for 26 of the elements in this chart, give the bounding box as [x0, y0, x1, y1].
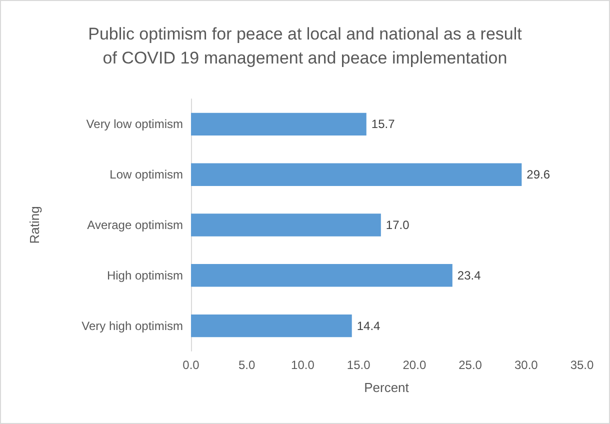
y-tick-label: Low optimism [110, 168, 183, 182]
x-tick-label: 25.0 [458, 358, 482, 372]
bar [191, 314, 352, 338]
data-label: 17.0 [386, 218, 410, 232]
x-tick-label: 5.0 [238, 358, 256, 372]
x-tick-label: 20.0 [402, 358, 426, 372]
chart-title: Public optimism for peace at local and national as a result of COVID 19 management and peace implementation [88, 24, 522, 68]
data-label: 15.7 [371, 117, 396, 132]
y-tick-label: Average optimism [87, 218, 183, 232]
bar [191, 264, 452, 287]
x-tick-label: 35.0 [570, 358, 594, 372]
data-label: 14.4 [356, 318, 381, 333]
x-tick-label: 0.0 [182, 358, 200, 372]
data-label: 23.4 [457, 268, 482, 282]
data-label: 29.6 [526, 168, 550, 182]
bar [191, 214, 381, 236]
x-tick-label: 30.0 [514, 358, 538, 372]
x-tick-label: 15.0 [346, 358, 371, 372]
y-axis-title: Rating [27, 206, 42, 244]
y-tick-label: High optimism [106, 268, 183, 282]
x-tick-label: 10.0 [291, 358, 315, 372]
x-axis-title: Percent [364, 380, 410, 395]
y-tick-label: Very low optimism [86, 117, 183, 132]
bar [191, 163, 522, 186]
bar [191, 112, 366, 136]
y-tick-label: Very high optimism [82, 318, 183, 333]
